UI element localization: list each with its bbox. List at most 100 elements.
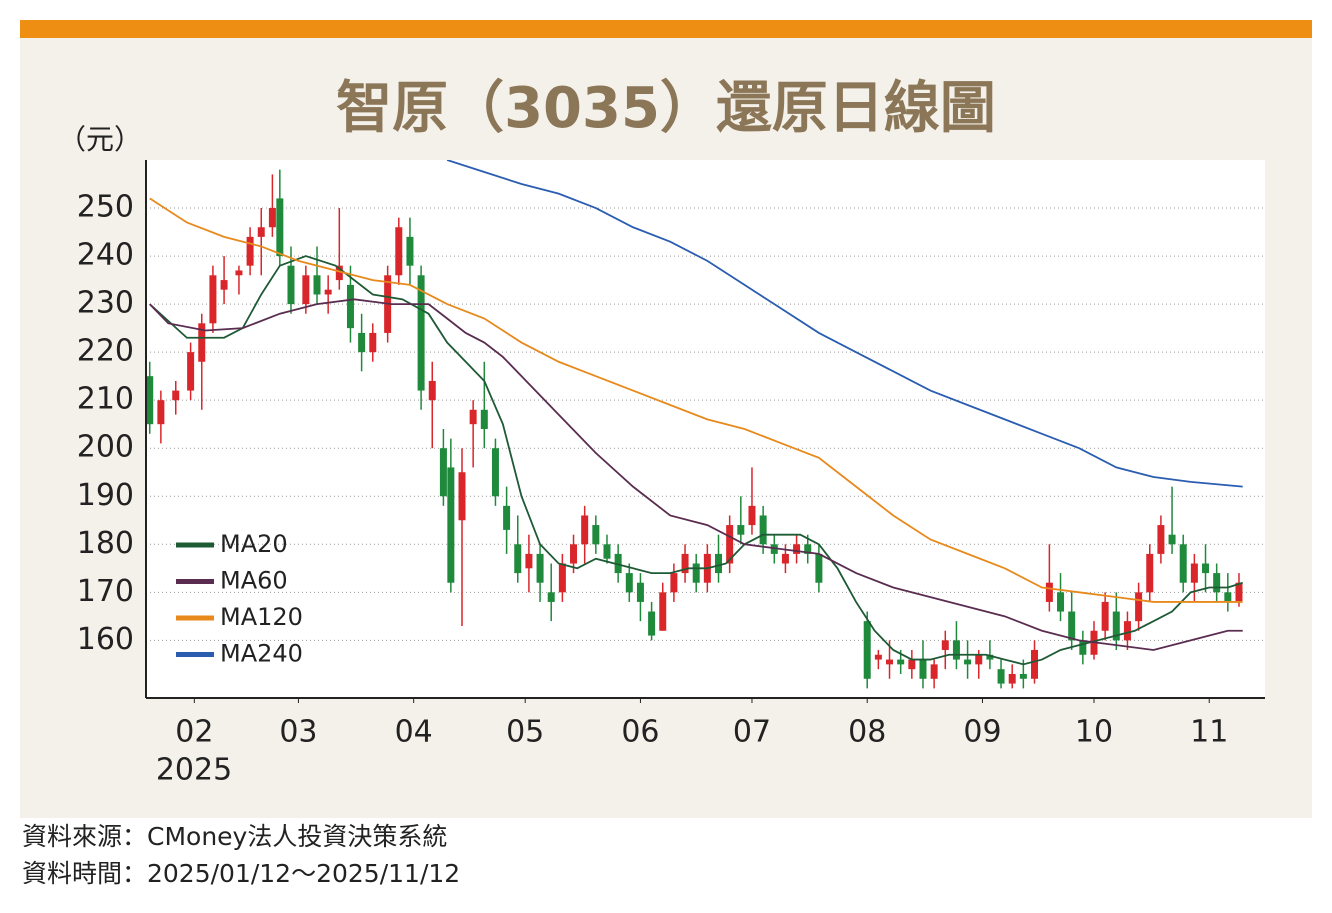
candle-body — [313, 275, 321, 295]
candle-body — [235, 270, 243, 276]
y-tick-label: 190 — [77, 478, 134, 513]
candle-body — [1168, 534, 1176, 545]
x-tick-label: 03 — [279, 715, 317, 750]
candle-body — [592, 525, 600, 545]
candle-body — [302, 275, 310, 305]
candle-body — [648, 611, 656, 636]
candle-body — [1019, 673, 1027, 679]
candle-body — [525, 553, 533, 569]
candle-body — [815, 553, 823, 583]
candle-body — [737, 525, 745, 535]
candle-body — [886, 659, 894, 665]
x-tick-label: 09 — [963, 715, 1001, 750]
candle-body — [919, 659, 927, 679]
legend-label: MA60 — [220, 567, 288, 595]
candle-body — [1008, 673, 1016, 684]
candle-body — [276, 198, 284, 257]
candle-body — [157, 400, 165, 425]
ma-line — [149, 197, 1243, 603]
y-tick-label: 250 — [77, 190, 134, 225]
y-tick-label: 180 — [77, 526, 134, 561]
candle-body — [358, 332, 366, 353]
candle-body — [1135, 592, 1143, 622]
candle-body — [863, 621, 871, 679]
period: 資料時間：2025/01/12～2025/11/12 — [22, 859, 460, 888]
ma-line — [149, 298, 1243, 651]
candle-body — [346, 284, 354, 329]
candle-body — [692, 563, 700, 583]
candle-body — [146, 376, 154, 425]
candle-body — [625, 573, 633, 593]
candle-body — [636, 582, 644, 602]
candle-body — [997, 669, 1005, 684]
candle-body — [458, 472, 466, 521]
candle-body — [257, 227, 265, 237]
candle-body — [220, 280, 228, 290]
candle-body — [447, 467, 455, 583]
candle-body — [1123, 621, 1131, 641]
candle-body — [715, 553, 723, 574]
candle-body — [941, 640, 949, 650]
y-tick-label: 220 — [77, 334, 134, 369]
ma-line — [446, 160, 1243, 488]
candle-body — [514, 544, 522, 574]
candle-body — [547, 592, 555, 602]
candle-body — [1068, 611, 1076, 641]
candle-body — [335, 265, 343, 281]
candle-body — [964, 659, 972, 665]
candle-body — [1224, 592, 1232, 602]
y-tick-label: 200 — [77, 430, 134, 465]
candle-body — [187, 352, 195, 391]
x-tick-label: 02 — [175, 715, 213, 750]
plot — [146, 160, 1265, 689]
candle-body — [439, 448, 447, 497]
candle-body — [469, 409, 477, 425]
candle-body — [614, 553, 622, 574]
candle-body — [503, 505, 511, 530]
candle-body — [406, 236, 414, 266]
candle-body — [491, 448, 499, 497]
candle-body — [428, 380, 436, 401]
chart-title: 智原（3035）還原日線圖 — [336, 76, 996, 141]
candle-body — [952, 640, 960, 660]
candle-body — [287, 265, 295, 305]
top-bar — [20, 20, 1312, 38]
candle-body — [1031, 649, 1039, 679]
candle-body — [781, 553, 789, 564]
year-label: 2025 — [156, 753, 232, 788]
candle-body — [975, 654, 983, 665]
candle-body — [1079, 640, 1087, 655]
candle-body — [369, 332, 377, 353]
candle-body — [603, 544, 611, 559]
candle-body — [480, 409, 488, 429]
candle-body — [1057, 592, 1065, 612]
candle-body — [1202, 563, 1210, 574]
candle-body — [670, 573, 678, 593]
candle-body — [1146, 553, 1154, 593]
candle-body — [1157, 525, 1165, 554]
candle-body — [1101, 601, 1109, 631]
x-tick-label: 05 — [506, 715, 544, 750]
candle-body — [793, 544, 801, 554]
source: 資料來源：CMoney法人投資決策系統 — [22, 822, 447, 851]
candle-body — [897, 659, 905, 665]
candle-body — [1179, 544, 1187, 583]
candle-body — [986, 654, 994, 660]
candle-body — [268, 208, 276, 228]
candle-body — [324, 289, 332, 295]
plot-area — [146, 160, 1265, 698]
candle-body — [748, 505, 756, 526]
legend-label: MA20 — [220, 530, 288, 558]
x-tick-label: 07 — [733, 715, 771, 750]
candle-body — [1190, 563, 1198, 583]
candle-body — [581, 515, 589, 545]
candle-body — [395, 227, 403, 276]
x-tick-label: 04 — [395, 715, 433, 750]
candle-body — [681, 553, 689, 574]
x-tick-label: 08 — [848, 715, 886, 750]
candle-body — [209, 275, 217, 324]
candle-body — [570, 544, 578, 564]
x-tick-label: 10 — [1075, 715, 1113, 750]
x-tick-label: 06 — [621, 715, 659, 750]
candle-body — [770, 544, 778, 554]
